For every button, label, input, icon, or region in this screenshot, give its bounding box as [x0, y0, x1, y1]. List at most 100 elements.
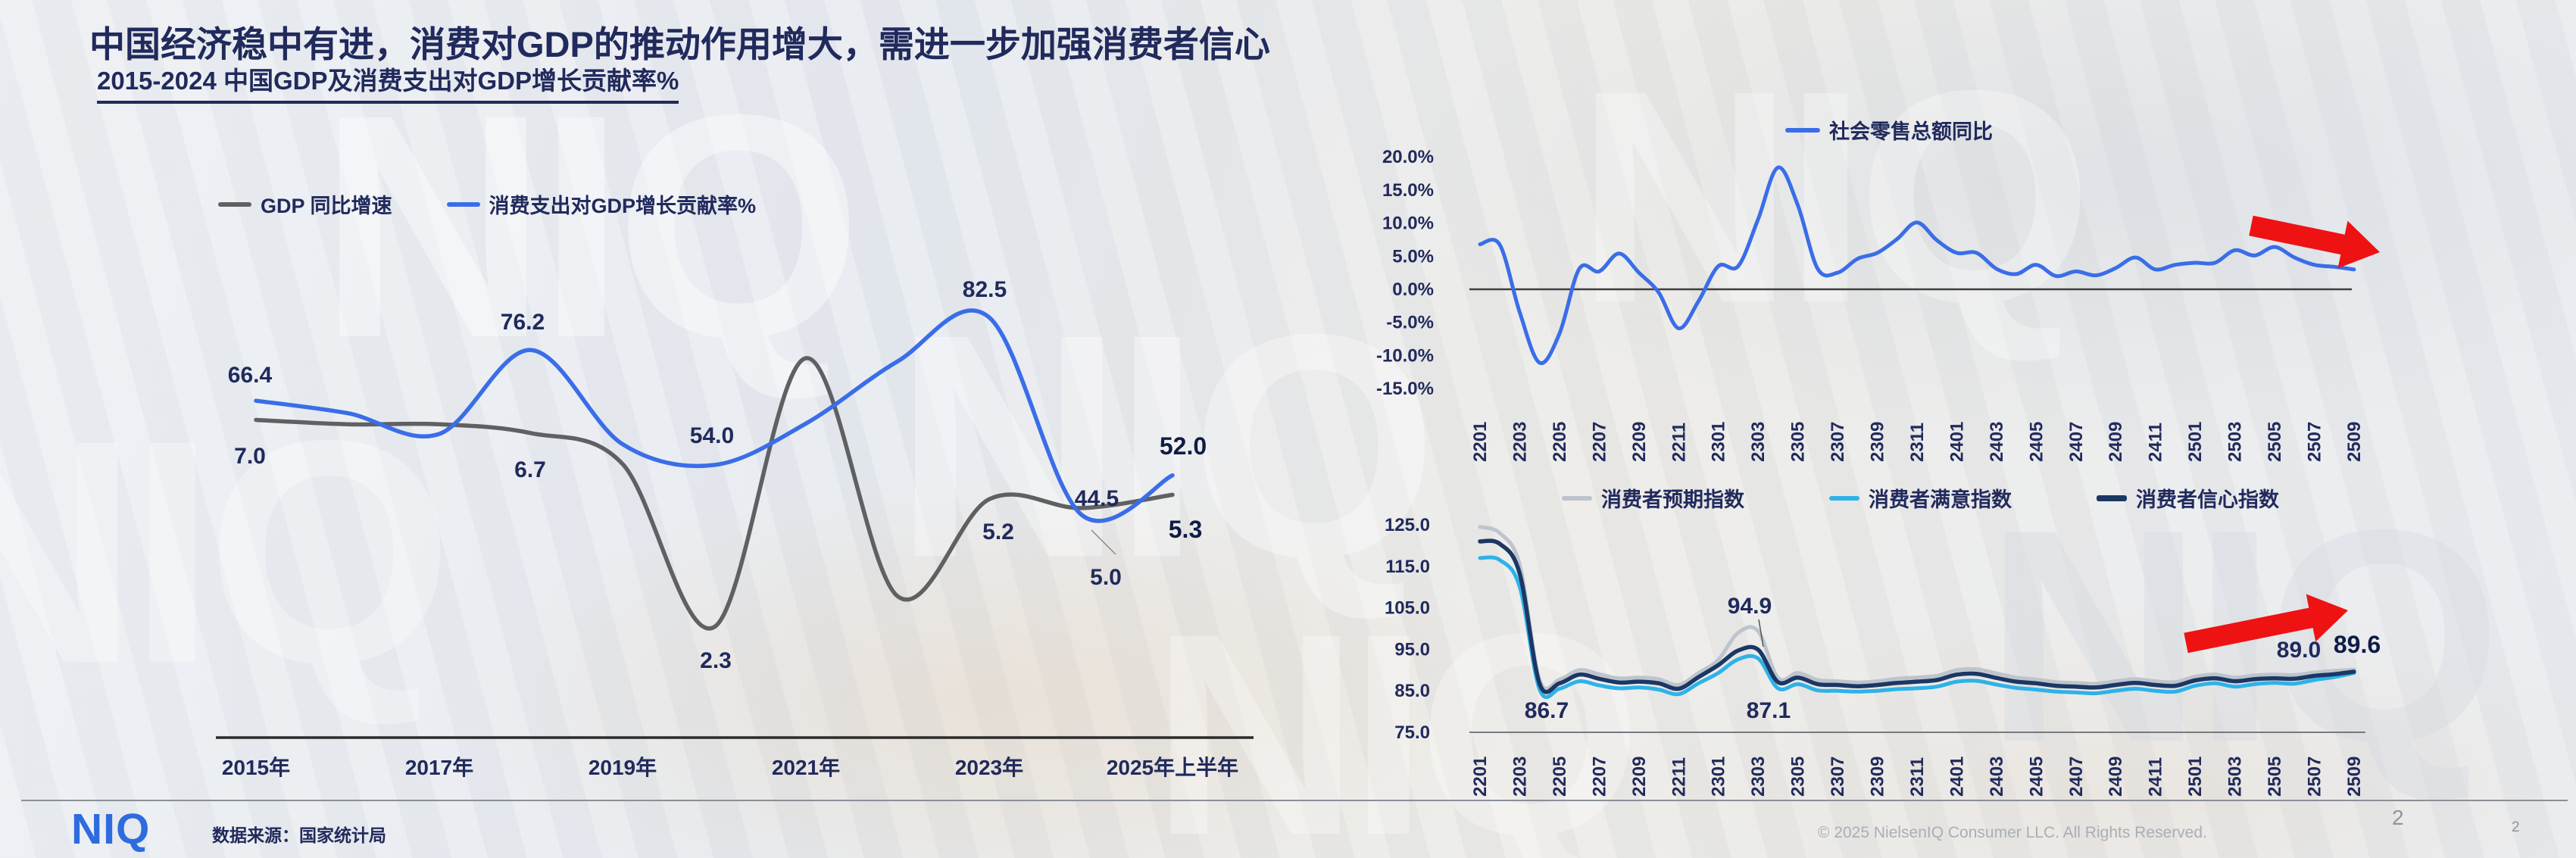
data-label: 5.0: [1090, 565, 1122, 590]
legend-item-confidence: 消费者信心指数: [2097, 483, 2279, 513]
legend-item-satisfaction: 消费者满意指数: [1829, 483, 2012, 513]
page-title: 中国经济稳中有进，消费对GDP的推动作用增大，需进一步加强消费者信心: [89, 24, 1270, 64]
gdp-line-swatch-icon: [218, 201, 251, 207]
data-label: 5.3: [1169, 516, 1202, 543]
left-x-tick-label: 2019年: [589, 755, 657, 779]
retail-x-tick-label: 2303: [1748, 422, 1769, 462]
legend-label: GDP 同比增速: [261, 195, 392, 217]
consumer-y-tick-label: 115.0: [1385, 557, 1430, 577]
consumer-x-tick-label: 2501: [2185, 757, 2206, 797]
contribution-line-swatch-icon: [446, 201, 480, 207]
retail-x-tick-label: 2301: [1709, 422, 1729, 462]
left-chart-legend: GDP 同比增速 消费支出对GDP增长贡献率%: [218, 189, 756, 219]
satisfaction-index-line: [1478, 555, 2356, 700]
consumer-x-tick-label: 2407: [2066, 757, 2087, 797]
retail-x-tick-label: 2305: [1788, 422, 1809, 462]
retail-x-tick-label: 2505: [2265, 422, 2285, 462]
consumer-x-tick-label: 2207: [1589, 757, 1610, 797]
consumer-y-tick-label: 75.0: [1394, 722, 1430, 743]
legend-label: 消费者预期指数: [1601, 488, 1744, 511]
retail-y-tick-label: -10.0%: [1376, 345, 1434, 366]
consumer-x-tick-label: 2309: [1868, 757, 1888, 797]
copyright-note: © 2025 NielsenIQ Consumer LLC. All Right…: [1818, 824, 2207, 841]
left-chart-title: 2015-2024 中国GDP及消费支出对GDP增长贡献率%: [97, 61, 679, 104]
footer-divider: [21, 800, 2568, 801]
background-warm-glow: [464, 472, 1525, 858]
legend-item-expectation: 消费者预期指数: [1562, 483, 1744, 513]
satisfaction-line-swatch-icon: [1829, 495, 1859, 501]
legend-item-gdp: GDP 同比增速: [218, 189, 392, 219]
retail-x-tick-label: 2201: [1470, 422, 1491, 462]
consumer-x-tick-label: 2303: [1748, 757, 1769, 797]
consumer-x-tick-label: 2305: [1788, 757, 1809, 797]
left-x-tick-label: 2023年: [955, 755, 1023, 779]
page-number: 2: [2392, 806, 2404, 829]
consumer-x-tick-label: 2205: [1550, 757, 1570, 797]
consumer-y-tick-label: 85.0: [1394, 681, 1430, 701]
niq-watermark: NIQ: [894, 269, 1438, 624]
data-label: 89.6: [2334, 631, 2381, 658]
retail-line-swatch-icon: [1785, 127, 1820, 133]
retail-x-tick-label: 2209: [1629, 422, 1650, 462]
consumption-contribution-line: [254, 308, 1175, 523]
consumer-x-tick-label: 2209: [1629, 757, 1650, 797]
retail-x-tick-label: 2407: [2066, 422, 2087, 462]
data-label: 87.1: [1747, 698, 1791, 723]
consumer-x-tick-label: 2211: [1669, 757, 1689, 797]
legend-label: 社会零售总额同比: [1829, 120, 1993, 143]
consumer-x-tick-label: 2403: [1987, 757, 2007, 797]
data-label: 89.0: [2277, 638, 2321, 663]
consumer-y-tick-label: 105.0: [1385, 598, 1430, 619]
left-x-tick-label: 2015年: [222, 755, 290, 779]
data-label: 66.4: [228, 363, 273, 388]
retail-x-tick-label: 2207: [1589, 422, 1610, 462]
retail-y-tick-label: 15.0%: [1382, 180, 1434, 201]
retail-x-tick-label: 2409: [2106, 422, 2126, 462]
retail-x-tick-label: 2509: [2344, 422, 2365, 462]
data-label: 54.0: [690, 423, 734, 448]
retail-x-tick-label: 2205: [1550, 422, 1570, 462]
consumer-x-tick-label: 2311: [1907, 757, 1928, 797]
consumer-x-tick-label: 2503: [2225, 757, 2246, 797]
consumer-x-tick-label: 2201: [1470, 757, 1491, 797]
data-label: 52.0: [1160, 432, 1207, 460]
gdp-growth-line: [254, 356, 1175, 631]
consumer-x-tick-label: 2401: [1947, 757, 1967, 797]
consumer-x-tick-label: 2301: [1709, 757, 1729, 797]
confidence-line-swatch-icon: [2097, 495, 2127, 501]
left-x-tick-label: 2025年上半年: [1107, 755, 1238, 779]
retail-y-tick-label: -15.0%: [1376, 379, 1434, 399]
data-label: 86.7: [1525, 698, 1569, 723]
legend-item-retail: 社会零售总额同比: [1785, 115, 1993, 145]
expectation-index-line: [1478, 525, 2356, 691]
consumer-x-tick-label: 2203: [1510, 757, 1530, 797]
retail-y-tick-label: -5.0%: [1386, 313, 1434, 333]
expectation-line-swatch-icon: [1562, 495, 1592, 501]
niq-logo: NIQ: [71, 805, 151, 853]
consumer-trend-arrow-icon: [2184, 594, 2348, 654]
data-label: 44.5: [1075, 486, 1119, 511]
confidence-index-line: [1478, 538, 2356, 694]
retail-x-tick-label: 2309: [1868, 422, 1888, 462]
data-label: 7.0: [234, 444, 266, 469]
retail-x-tick-label: 2411: [2146, 423, 2166, 462]
data-label: 76.2: [501, 310, 545, 335]
left-x-tick-label: 2017年: [405, 755, 473, 779]
consumer-x-tick-label: 2409: [2106, 757, 2126, 797]
retail-x-tick-label: 2403: [1987, 422, 2007, 462]
retail-y-tick-label: 0.0%: [1392, 279, 1434, 300]
niq-watermark: NIQ: [318, 49, 863, 404]
consumer-x-tick-label: 2505: [2265, 757, 2285, 797]
legend-label: 消费支出对GDP增长贡献率%: [489, 195, 757, 217]
retail-x-tick-label: 2507: [2304, 422, 2325, 462]
consumer-chart-legend: 消费者预期指数 消费者满意指数 消费者信心指数: [1562, 483, 2279, 513]
left-x-tick-label: 2021年: [772, 755, 840, 779]
data-label: 94.9: [1728, 594, 1772, 619]
retail-yoy-line: [1478, 165, 2356, 366]
retail-x-tick-label: 2405: [2026, 422, 2047, 462]
legend-item-contribution: 消费支出对GDP增长贡献率%: [446, 189, 757, 219]
